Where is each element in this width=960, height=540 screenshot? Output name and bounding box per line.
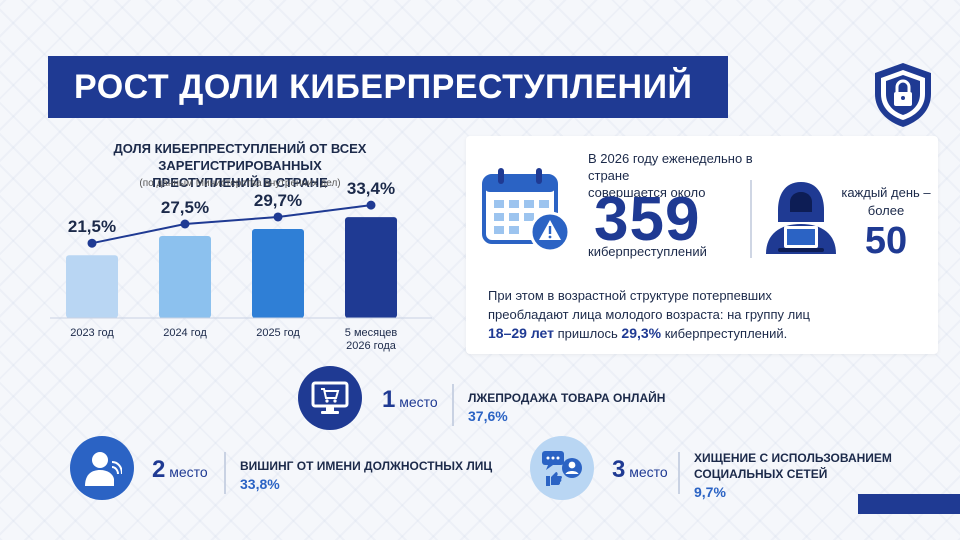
title-banner: РОСТ ДОЛИ КИБЕРПРЕСТУПЛЕНИЙ (48, 56, 728, 118)
rank-1-word: место (399, 394, 438, 410)
chart-source: (по данным Министерства внутренних дел) (139, 178, 341, 189)
weekly-line1: В 2026 году еженедельно в стране (588, 151, 753, 183)
age-line3: 18–29 лет пришлось 29,3% киберпреступлен… (488, 324, 928, 343)
age-mid: пришлось (554, 326, 622, 341)
page-title: РОСТ ДОЛИ КИБЕРПРЕСТУПЛЕНИЙ (74, 67, 693, 106)
age-pct: 29,3% (621, 325, 662, 341)
rank-3-label-line2: СОЦИАЛЬНЫХ СЕТЕЙ (694, 467, 828, 481)
rank-2-label: ВИШИНГ ОТ ИМЕНИ ДОЛЖНОСТНЫХ ЛИЦ (240, 459, 493, 473)
value-label-4: 33,4% (347, 179, 395, 198)
daily-line2: более (867, 203, 905, 218)
age-range: 18–29 лет (488, 325, 554, 341)
rank-3-number: 3 (612, 456, 626, 483)
rank-3-divider (678, 452, 680, 494)
chart-title-line2: ПРЕСТУПЛЕНИЙ В СТРАНЕ (152, 175, 328, 190)
chart-title-line1: ДОЛЯ КИБЕРПРЕСТУПЛЕНИЙ ОТ ВСЕХ ЗАРЕГИСТР… (113, 141, 367, 173)
corner-accent (858, 494, 960, 514)
bar-chart: 21,5% 27,5% 29,7% 33,4% 2023 год 2024 год 2025… (50, 179, 432, 352)
phone-call-icon (70, 436, 134, 500)
value-label-1: 21,5% (68, 217, 116, 236)
rank-3-pct: 9,7% (694, 484, 726, 500)
rank-1-number: 1 (382, 386, 396, 413)
chart-card: 21,5% 27,5% 29,7% 33,4% 2023 год 2024 год 2025… (40, 130, 440, 370)
trend-point-1 (87, 238, 97, 248)
bar-2 (159, 236, 211, 318)
daily-caption: каждый день – более (838, 184, 934, 220)
divider (750, 180, 752, 258)
trend-point-3 (273, 212, 283, 222)
age-line1: При этом в возрастной структуре потерпев… (488, 288, 772, 303)
weekly-caption: В 2026 году еженедельно в стране соверша… (588, 150, 758, 201)
calendar-warning-icon (482, 168, 571, 252)
trend-point-4 (366, 200, 376, 210)
category-label-3: 2025 год (256, 327, 300, 339)
stats-card: В 2026 году еженедельно в стране соверша… (466, 136, 938, 354)
age-end: киберпреступлений. (661, 326, 788, 341)
shield-lock-icon (875, 63, 931, 127)
trend-point-2 (180, 219, 190, 229)
computer-cart-icon (298, 366, 362, 430)
rank-3-word: место (629, 464, 668, 480)
daily-number: 50 (864, 220, 908, 262)
chart-title: ДОЛЯ КИБЕРПРЕСТУПЛЕНИЙ ОТ ВСЕХ ЗАРЕГИСТР… (40, 140, 440, 191)
age-structure-text: При этом в возрастной структуре потерпев… (488, 286, 928, 343)
rank-3-label: ХИЩЕНИЕ С ИСПОЛЬЗОВАНИЕМ СОЦИАЛЬНЫХ СЕТЕ… (694, 450, 892, 482)
social-network-icon (530, 436, 594, 500)
rank-1-place: 1 место (382, 386, 438, 414)
rank-2-number: 2 (152, 456, 166, 483)
daily-line1: каждый день – (841, 185, 931, 200)
category-label-1: 2023 год (70, 327, 114, 339)
hacker-icon (766, 182, 836, 254)
weekly-number: 359 (594, 185, 701, 254)
rank-1-pct: 37,6% (468, 408, 508, 424)
rank-3-label-line1: ХИЩЕНИЕ С ИСПОЛЬЗОВАНИЕМ (694, 451, 892, 465)
trend-line (91, 204, 372, 245)
rank-2-divider (224, 452, 226, 494)
rank-3-place: 3 место (612, 456, 668, 484)
weekly-line2: совершается около (588, 185, 706, 200)
weekly-unit: киберпреступлений (588, 244, 707, 259)
value-label-3: 29,7% (254, 191, 302, 210)
rank-2-word: место (169, 464, 208, 480)
rank-2-pct: 33,8% (240, 476, 280, 492)
rank-2-place: 2 место (152, 456, 208, 484)
rank-1-label: ЛЖЕПРОДАЖА ТОВАРА ОНЛАЙН (468, 391, 666, 405)
bar-1 (66, 255, 118, 318)
bar-4 (345, 217, 397, 318)
bar-3 (252, 228, 304, 318)
value-label-2: 27,5% (161, 198, 209, 217)
age-line2: преобладают лица молодого возраста: на г… (488, 307, 810, 322)
rank-1-divider (452, 384, 454, 426)
category-label-2: 2024 год (163, 327, 207, 339)
category-label-4: 5 месяцев 2026 года (345, 327, 398, 352)
